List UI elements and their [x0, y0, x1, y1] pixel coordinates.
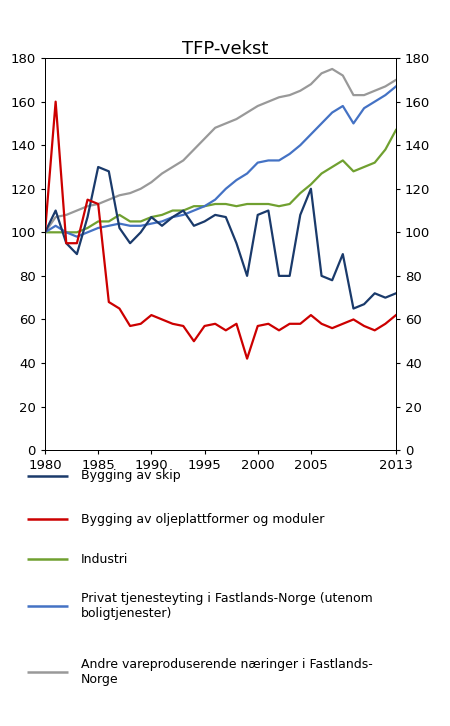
Text: Andre vareproduserende næringer i Fastlands-
Norge: Andre vareproduserende næringer i Fastla…: [81, 658, 373, 685]
Text: Industri: Industri: [81, 552, 128, 566]
Text: Privat tjenesteyting i Fastlands-Norge (utenom
boligtjenester): Privat tjenesteyting i Fastlands-Norge (…: [81, 592, 373, 620]
Text: Bygging av skip: Bygging av skip: [81, 469, 180, 482]
Text: TFP-vekst: TFP-vekst: [182, 40, 268, 58]
Text: Bygging av oljeplattformer og moduler: Bygging av oljeplattformer og moduler: [81, 513, 324, 526]
